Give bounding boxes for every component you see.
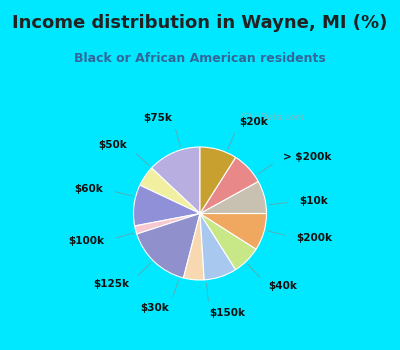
Wedge shape — [200, 158, 258, 214]
Text: Income distribution in Wayne, MI (%): Income distribution in Wayne, MI (%) — [12, 14, 388, 32]
Text: $200k: $200k — [297, 233, 333, 243]
Text: $125k: $125k — [94, 279, 130, 289]
Text: Black or African American residents: Black or African American residents — [74, 52, 326, 65]
Wedge shape — [200, 147, 236, 214]
Text: $100k: $100k — [68, 236, 104, 246]
Wedge shape — [137, 214, 200, 278]
Wedge shape — [140, 168, 200, 214]
Text: $150k: $150k — [209, 308, 245, 318]
Text: City-Data.com: City-Data.com — [240, 113, 304, 122]
Text: $40k: $40k — [268, 281, 297, 291]
Wedge shape — [200, 181, 266, 214]
Wedge shape — [200, 214, 256, 270]
Wedge shape — [200, 214, 236, 280]
Text: $75k: $75k — [143, 113, 172, 123]
Text: $20k: $20k — [240, 117, 268, 127]
Text: $50k: $50k — [98, 140, 127, 150]
Wedge shape — [134, 185, 200, 226]
Wedge shape — [135, 214, 200, 234]
Text: > $200k: > $200k — [282, 153, 331, 162]
Wedge shape — [152, 147, 200, 214]
Wedge shape — [200, 214, 266, 249]
Wedge shape — [184, 214, 204, 280]
Text: $60k: $60k — [75, 184, 103, 194]
Text: $10k: $10k — [299, 196, 328, 206]
Text: $30k: $30k — [140, 303, 169, 313]
